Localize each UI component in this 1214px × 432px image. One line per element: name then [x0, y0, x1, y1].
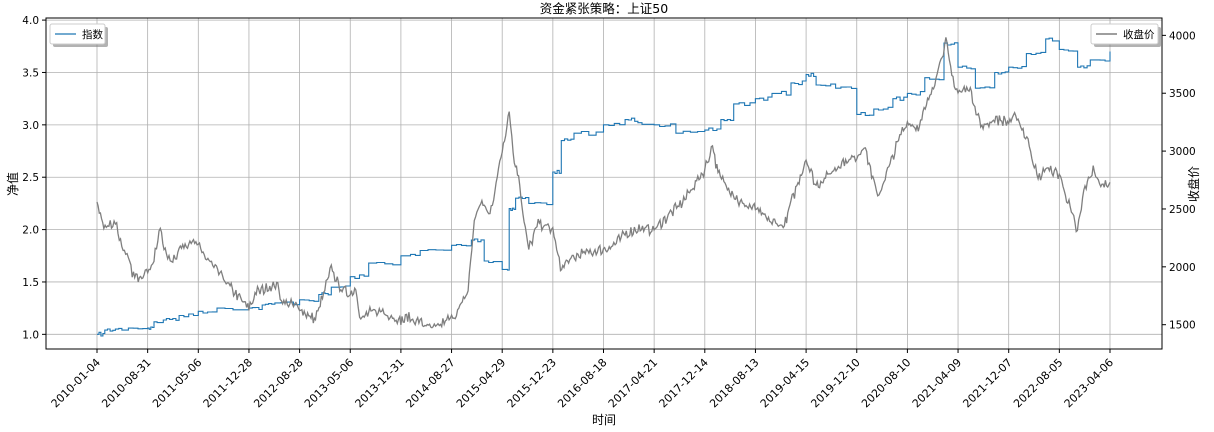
x-tick-label: 2022-08-05 [1011, 356, 1065, 410]
y-left-tick-label: 2.0 [22, 225, 39, 237]
x-tick-label: 2013-05-06 [302, 356, 356, 410]
y-right-tick-label: 2500 [1169, 204, 1196, 216]
x-tick-label: 2018-08-13 [707, 356, 761, 410]
x-tick-label: 2012-08-28 [251, 356, 305, 410]
legend-label-index: 指数 [82, 28, 103, 41]
x-tick-label: 2017-12-14 [657, 356, 711, 410]
y-left-ticks: 1.0 1.5 2.0 2.5 3.0 3.5 4.0 [22, 15, 46, 341]
y-left-axis-label: 净值 [5, 172, 20, 196]
x-tick-label: 2021-12-07 [960, 356, 1014, 410]
y-left-tick-label: 1.5 [22, 277, 39, 289]
y-right-tick-label: 4000 [1169, 30, 1196, 42]
grid [46, 18, 1162, 349]
y-right-tick-label: 3000 [1169, 146, 1196, 158]
x-tick-label: 2015-04-29 [454, 356, 508, 410]
x-axis-label: 时间 [592, 413, 616, 427]
y-left-tick-label: 1.0 [22, 329, 39, 341]
x-tick-label: 2010-01-04 [49, 356, 103, 410]
x-tick-label: 2020-08-10 [859, 356, 913, 410]
legend-label-close: 收盘价 [1123, 28, 1155, 41]
y-left-tick-label: 3.0 [22, 120, 39, 132]
x-tick-label: 2019-04-15 [758, 356, 812, 410]
legend-right: 收盘价 [1090, 23, 1161, 47]
x-tick-label: 2011-12-28 [201, 356, 255, 410]
y-left-tick-label: 2.5 [22, 172, 39, 184]
y-right-ticks: 1500 2000 2500 3000 3500 4000 [1162, 30, 1196, 332]
x-tick-label: 2013-12-31 [353, 356, 407, 410]
chart-title: 资金紧张策略：上证50 [540, 1, 668, 16]
x-tick-label: 2014-08-27 [403, 356, 457, 410]
y-left-tick-label: 4.0 [22, 15, 39, 27]
y-right-tick-label: 2000 [1169, 262, 1196, 274]
plot-area [46, 18, 1162, 349]
x-tick-label: 2010-08-31 [99, 356, 153, 410]
x-tick-label: 2015-12-23 [505, 356, 559, 410]
legend-left: 指数 [49, 23, 108, 47]
series-layer [96, 37, 1111, 337]
x-tick-label: 2019-12-10 [808, 356, 862, 410]
y-left-tick-label: 3.5 [22, 67, 39, 79]
x-tick-label: 2023-04-06 [1062, 356, 1116, 410]
y-right-tick-label: 1500 [1169, 320, 1196, 332]
y-right-axis-label: 收盘价 [1186, 166, 1201, 202]
x-tick-label: 2021-04-09 [910, 356, 964, 410]
x-tick-label: 2017-04-21 [606, 356, 660, 410]
series-line-close [96, 37, 1111, 329]
y-right-tick-label: 3500 [1169, 88, 1196, 100]
x-tick-label: 2011-05-06 [150, 356, 204, 410]
x-tick-label: 2016-08-18 [555, 356, 609, 410]
x-ticks: 2010-01-042010-08-312011-05-062011-12-28… [49, 349, 1116, 410]
